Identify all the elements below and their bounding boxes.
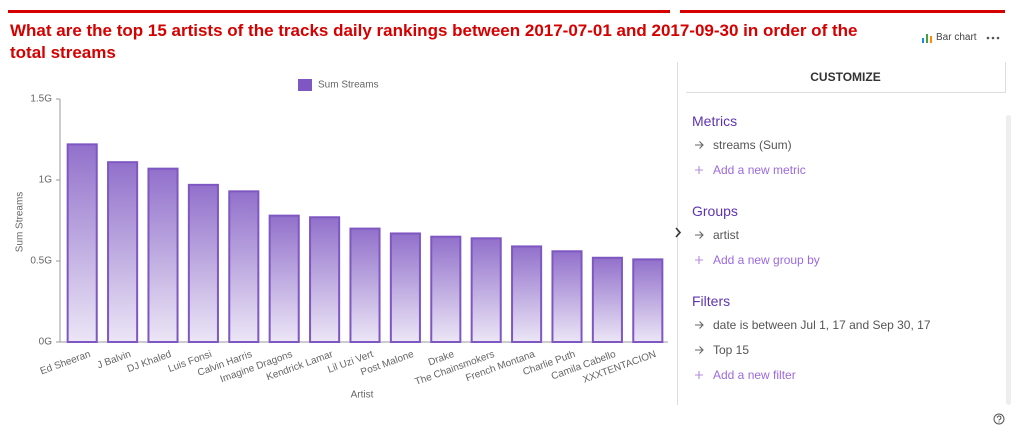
bar: [511, 245, 543, 343]
bar: [66, 143, 98, 343]
help-icon[interactable]: [993, 413, 1005, 425]
section-heading: Metrics: [692, 113, 738, 129]
chart: Sum Streams Sum Streams Artist 0G 0.5G 1G 1…: [15, 79, 668, 401]
legend-swatch: [298, 79, 312, 91]
scrollbar[interactable]: [1006, 115, 1011, 405]
bar: [551, 250, 583, 343]
bar: [430, 235, 462, 343]
section-item[interactable]: date is between Jul 1, 17 and Sep 30, 17: [713, 318, 931, 332]
bar: [632, 258, 664, 344]
add-link[interactable]: Add a new group by: [713, 253, 820, 267]
x-tick-label: Ed Sheeran: [39, 349, 92, 377]
section-item[interactable]: streams (Sum): [713, 138, 792, 152]
section-heading: Filters: [692, 293, 731, 309]
arrow-icon: [695, 321, 704, 329]
add-link[interactable]: Add a new filter: [713, 368, 796, 382]
top-rule: [680, 10, 1005, 13]
bar-icon: [922, 33, 932, 43]
button-label: Bar chart: [936, 32, 977, 43]
bar: [147, 167, 179, 343]
bar: [349, 227, 381, 344]
bar: [187, 183, 219, 343]
y-axis-label: Sum Streams: [15, 192, 26, 253]
bar: [268, 214, 300, 343]
bar: [389, 232, 421, 344]
bar: [228, 190, 260, 343]
plus-icon: [695, 256, 703, 264]
y-tick-label: 0.5G: [30, 256, 52, 267]
arrow-icon: [695, 231, 704, 239]
panel-title: CUSTOMIZE: [686, 62, 1006, 93]
y-tick-label: 1.5G: [30, 94, 52, 105]
x-axis-label: Artist: [351, 390, 374, 401]
section-heading: Groups: [692, 203, 738, 219]
bar: [470, 237, 502, 344]
section-item[interactable]: Top 15: [713, 343, 750, 357]
arrow-icon: [695, 141, 704, 149]
plus-icon: [695, 371, 703, 379]
divider: [677, 62, 678, 405]
top-rule: [8, 10, 670, 13]
y-tick-label: 1G: [39, 175, 53, 186]
page-title: What are the top 15 artists of the track…: [10, 21, 858, 62]
bar: [309, 216, 341, 343]
section-item[interactable]: artist: [713, 228, 740, 242]
bar: [591, 256, 623, 344]
x-tick-label: DJ Khaled: [126, 349, 173, 375]
legend-label: Sum Streams: [318, 80, 379, 91]
y-tick-label: 0G: [39, 337, 53, 348]
plus-icon: [695, 166, 703, 174]
collapse-toggle[interactable]: [674, 227, 682, 238]
chart-type-button[interactable]: Bar chart: [922, 32, 977, 43]
more-menu[interactable]: [986, 36, 1000, 40]
add-link[interactable]: Add a new metric: [713, 163, 806, 177]
arrow-icon: [695, 346, 704, 354]
bar: [107, 161, 139, 343]
